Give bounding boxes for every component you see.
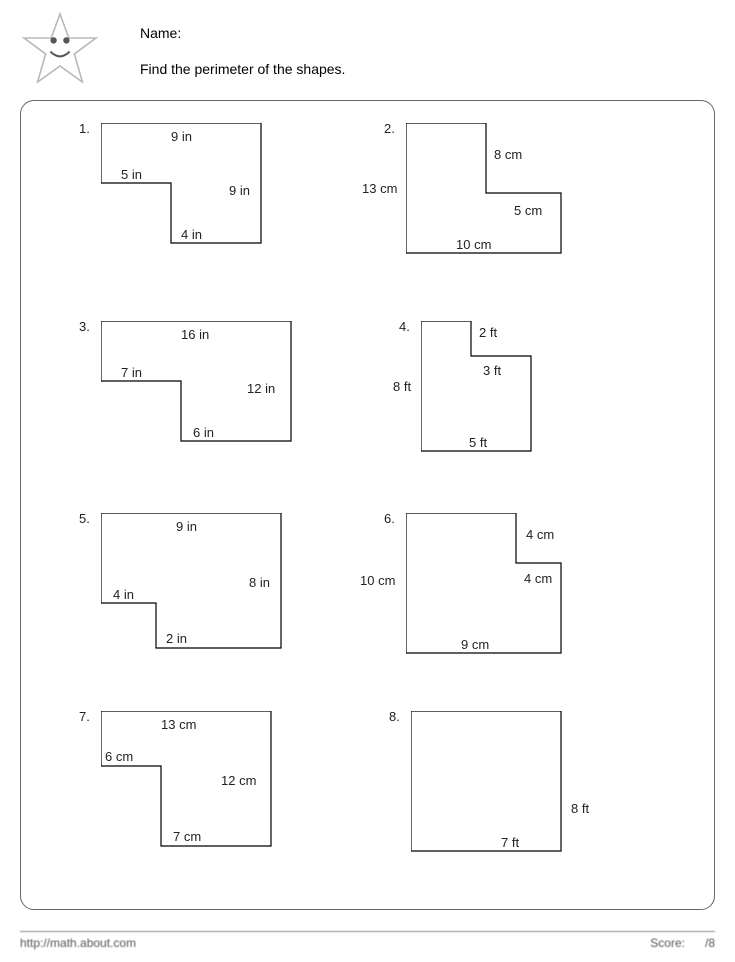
- worksheet-page: Name: Find the perimeter of the shapes. …: [0, 0, 735, 962]
- dimension-label: 4 in: [113, 587, 134, 602]
- dimension-label: 9 in: [176, 519, 197, 534]
- dimension-label: 4 in: [181, 227, 202, 242]
- dimension-label: 12 cm: [221, 773, 256, 788]
- dimension-label: 8 ft: [571, 801, 589, 816]
- dimension-label: 5 ft: [469, 435, 487, 450]
- shape: [421, 321, 561, 461]
- footer-score: Score: /8: [650, 936, 715, 950]
- dimension-label: 13 cm: [161, 717, 196, 732]
- problem-6: 6.4 cm10 cm4 cm9 cm: [406, 513, 586, 663]
- dimension-label: 10 cm: [456, 237, 491, 252]
- dimension-label: 3 ft: [483, 363, 501, 378]
- problem-7: 7.13 cm6 cm12 cm7 cm: [101, 711, 301, 856]
- problem-8: 8.8 ft7 ft: [411, 711, 581, 861]
- shape: [101, 513, 301, 658]
- dimension-label: 6 in: [193, 425, 214, 440]
- dimension-label: 5 in: [121, 167, 142, 182]
- dimension-label: 9 cm: [461, 637, 489, 652]
- problem-5: 5.9 in8 in4 in2 in: [101, 513, 301, 658]
- dimension-label: 2 in: [166, 631, 187, 646]
- problem-3: 3.16 in7 in12 in6 in: [101, 321, 301, 451]
- dimension-label: 12 in: [247, 381, 275, 396]
- problem-number: 7.: [79, 709, 90, 724]
- dimension-label: 7 in: [121, 365, 142, 380]
- dimension-label: 9 in: [171, 129, 192, 144]
- problem-number: 3.: [79, 319, 90, 334]
- dimension-label: 8 in: [249, 575, 270, 590]
- dimension-label: 16 in: [181, 327, 209, 342]
- shape: [406, 513, 586, 663]
- problems-container: 1. 9 in 5 in 9 in 4 in 2. 8 cm 13 cm 5 cm 10 cm 3.…: [20, 100, 715, 910]
- star-icon: [20, 10, 100, 90]
- shape: [411, 711, 581, 861]
- problem-4: 4.2 ft3 ft8 ft5 ft: [421, 321, 561, 461]
- problem-1: 1.9 in5 in9 in4 in: [101, 123, 281, 253]
- problem-number: 1.: [79, 121, 90, 136]
- name-label: Name:: [140, 25, 345, 41]
- dimension-label: 7 cm: [173, 829, 201, 844]
- problem-number: 6.: [384, 511, 395, 526]
- dimension-label: 8 ft: [393, 379, 411, 394]
- footer-url: http://math.about.com: [20, 936, 136, 950]
- dimension-label: 8 cm: [494, 147, 522, 162]
- footer: http://math.about.com Score: /8: [20, 931, 715, 950]
- dimension-label: 2 ft: [479, 325, 497, 340]
- problem-number: 8.: [389, 709, 400, 724]
- dimension-label: 4 cm: [524, 571, 552, 586]
- instruction-text: Find the perimeter of the shapes.: [140, 61, 345, 77]
- header: Name: Find the perimeter of the shapes.: [20, 10, 715, 90]
- dimension-label: 4 cm: [526, 527, 554, 542]
- dimension-label: 7 ft: [501, 835, 519, 850]
- dimension-label: 10 cm: [360, 573, 395, 588]
- dimension-label: 9 in: [229, 183, 250, 198]
- shape: [406, 123, 586, 263]
- dimension-label: 6 cm: [105, 749, 133, 764]
- dimension-label: 13 cm: [362, 181, 397, 196]
- dimension-label: 5 cm: [514, 203, 542, 218]
- header-text: Name: Find the perimeter of the shapes.: [140, 10, 345, 77]
- problem-number: 2.: [384, 121, 395, 136]
- problem-2: 2.8 cm13 cm5 cm10 cm: [406, 123, 586, 263]
- problem-number: 4.: [399, 319, 410, 334]
- problem-number: 5.: [79, 511, 90, 526]
